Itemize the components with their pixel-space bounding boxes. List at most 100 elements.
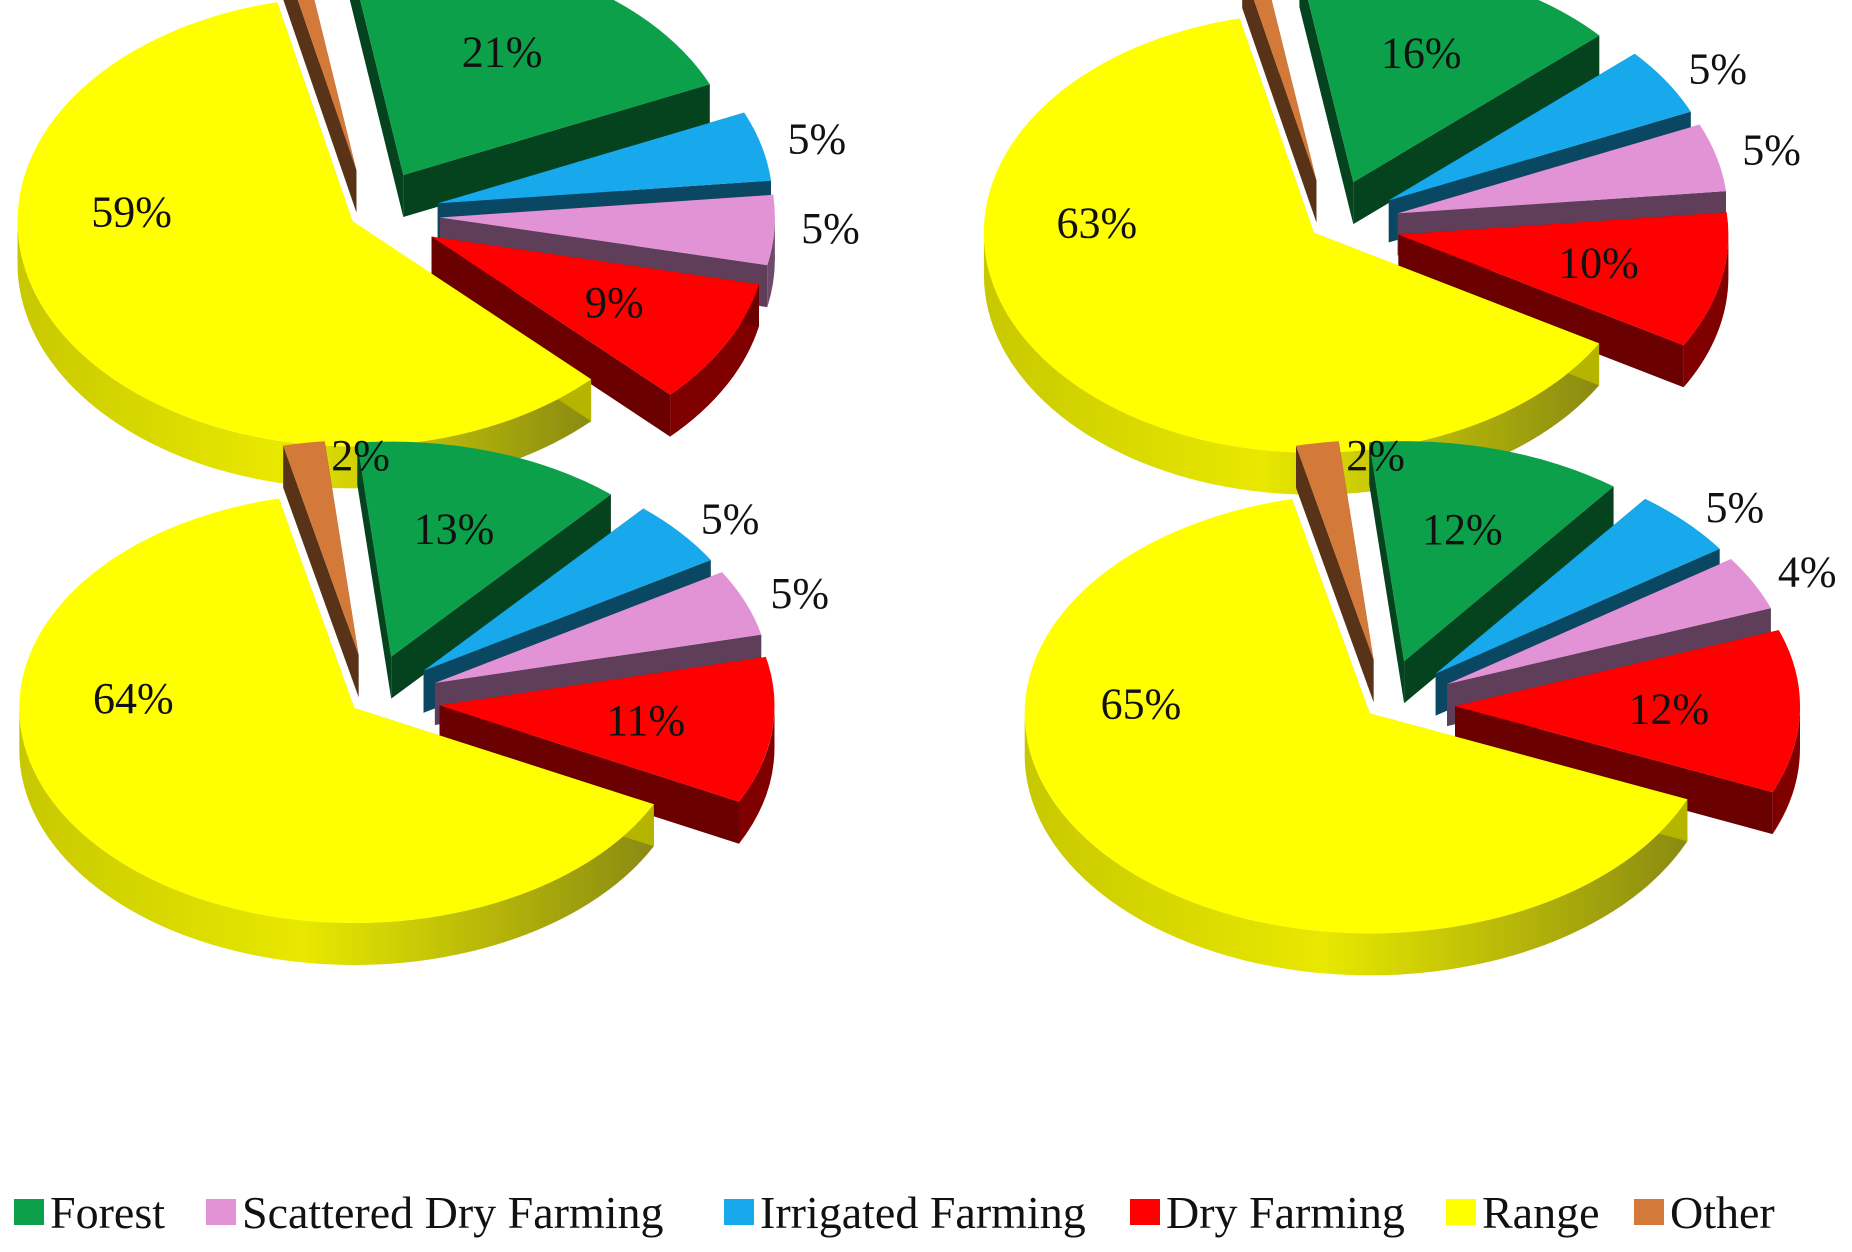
slice-wall-forest bbox=[403, 84, 710, 217]
slice-side-scattered-dry-farming bbox=[767, 217, 775, 308]
slice-dry-farming bbox=[439, 657, 775, 844]
legend-label-range: Range bbox=[1482, 1186, 1600, 1238]
legend-item-range: Range bbox=[1446, 1180, 1600, 1244]
legend-item-dry-farming: Dry Farming bbox=[1130, 1180, 1405, 1244]
pie-chart-1: 1%21%5%5%9%59% bbox=[17, 0, 860, 489]
data-label-range: 65% bbox=[1101, 679, 1182, 728]
slice-side-range bbox=[1024, 713, 1688, 976]
legend-item-other: Other bbox=[1634, 1180, 1775, 1244]
legend: Forest Scattered Dry Farming Irrigated F… bbox=[14, 1180, 1844, 1244]
slice-top-other bbox=[1253, 0, 1317, 181]
slice-forest bbox=[1369, 441, 1614, 704]
legend-label-scattered-dry-farming: Scattered Dry Farming bbox=[242, 1186, 664, 1238]
slice-other bbox=[283, 441, 359, 698]
data-label-range: 64% bbox=[93, 674, 174, 723]
slice-side-dry-farming bbox=[739, 705, 775, 844]
data-label-irrigated-farming: 5% bbox=[701, 495, 760, 544]
slice-range bbox=[983, 18, 1600, 495]
legend-label-irrigated-farming: Irrigated Farming bbox=[760, 1186, 1086, 1238]
slice-wall-dry-farming bbox=[1398, 234, 1684, 388]
slice-top-other bbox=[297, 0, 357, 171]
slice-top-other bbox=[1296, 441, 1374, 661]
slice-side-range bbox=[983, 232, 1600, 495]
slice-other bbox=[1242, 0, 1317, 223]
slice-range bbox=[19, 498, 654, 965]
slice-top-other bbox=[283, 441, 359, 656]
slice-other bbox=[283, 0, 357, 213]
slice-top-forest bbox=[1308, 0, 1600, 183]
data-label-dry-farming: 10% bbox=[1558, 238, 1639, 287]
slice-top-dry-farming bbox=[439, 657, 775, 802]
data-label-scattered-dry-farming: 5% bbox=[1742, 126, 1801, 175]
data-label-dry-farming: 9% bbox=[585, 278, 644, 327]
slice-top-scattered-dry-farming bbox=[439, 194, 775, 266]
slice-range bbox=[1024, 499, 1688, 976]
slice-wall-other bbox=[283, 0, 357, 213]
pie-chart-4: 2% 12% 5% 4% 12% 65% bbox=[1024, 431, 1837, 976]
data-label-dry-farming: 12% bbox=[1628, 684, 1709, 733]
slice-wall-forest bbox=[1353, 35, 1600, 225]
slice-wall-forest bbox=[1404, 486, 1614, 704]
slice-top-dry-farming bbox=[431, 236, 759, 395]
slice-top-range bbox=[983, 18, 1600, 453]
pie-chart-3: 2% 13% 5%5% 11% 64% bbox=[19, 431, 829, 965]
slice-top-irrigated-farming bbox=[423, 508, 711, 671]
slice-top-irrigated-farming bbox=[1435, 498, 1720, 674]
legend-item-forest: Forest bbox=[14, 1180, 165, 1244]
slice-forest bbox=[349, 0, 710, 217]
slice-side-dry-farming bbox=[1772, 706, 1800, 835]
slice-other bbox=[1296, 441, 1374, 703]
legend-swatch-range bbox=[1446, 1199, 1476, 1225]
slice-wall-forest bbox=[391, 494, 611, 699]
data-label-other: 2% bbox=[331, 431, 390, 480]
pie-chart-2: 1%16%5%5%10%63% bbox=[983, 0, 1801, 495]
slice-top-forest bbox=[357, 441, 611, 657]
legend-swatch-other bbox=[1634, 1199, 1664, 1225]
slice-top-scattered-dry-farming bbox=[1397, 124, 1726, 214]
slice-wall-forest bbox=[357, 442, 392, 699]
slice-wall-other bbox=[1296, 445, 1374, 703]
slice-side-range bbox=[19, 708, 654, 965]
slice-wall-forest bbox=[349, 0, 404, 217]
slice-top-range bbox=[17, 2, 592, 447]
data-label-scattered-dry-farming: 5% bbox=[801, 204, 860, 253]
data-label-range: 63% bbox=[1057, 199, 1138, 248]
slice-forest bbox=[357, 441, 611, 699]
slice-top-scattered-dry-farming bbox=[434, 572, 762, 683]
slice-wall-dry-farming bbox=[431, 236, 671, 437]
data-label-scattered-dry-farming: 5% bbox=[770, 569, 829, 618]
data-label-forest: 13% bbox=[414, 505, 495, 554]
legend-item-irrigated-farming: Irrigated Farming bbox=[724, 1180, 1086, 1244]
data-label-forest: 12% bbox=[1422, 505, 1503, 554]
slice-top-forest bbox=[1369, 441, 1614, 662]
data-label-irrigated-farming: 5% bbox=[788, 114, 847, 163]
slice-top-irrigated-farming bbox=[1388, 53, 1691, 201]
slice-top-range bbox=[19, 498, 654, 923]
slice-top-forest bbox=[360, 0, 710, 175]
data-label-irrigated-farming: 5% bbox=[1706, 483, 1765, 532]
slice-side-dry-farming bbox=[670, 284, 759, 437]
legend-label-forest: Forest bbox=[50, 1186, 165, 1238]
legend-item-scattered-dry-farming: Scattered Dry Farming bbox=[206, 1180, 664, 1244]
legend-swatch-irrigated-farming bbox=[724, 1199, 754, 1225]
slice-top-irrigated-farming bbox=[437, 112, 771, 204]
legend-label-dry-farming: Dry Farming bbox=[1166, 1186, 1405, 1238]
slice-wall-other bbox=[283, 445, 359, 698]
slice-top-dry-farming bbox=[1398, 212, 1729, 346]
slice-dry-farming bbox=[1455, 630, 1801, 835]
slice-top-range bbox=[1024, 499, 1688, 934]
slice-dry-farming bbox=[1398, 212, 1729, 388]
data-label-forest: 21% bbox=[462, 27, 543, 76]
slice-forest bbox=[1299, 0, 1600, 225]
data-label-forest: 16% bbox=[1381, 28, 1462, 77]
data-label-irrigated-farming: 5% bbox=[1688, 45, 1747, 94]
data-label-scattered-dry-farming: 4% bbox=[1778, 548, 1837, 597]
slice-range bbox=[17, 2, 592, 489]
slice-wall-forest bbox=[1299, 0, 1354, 225]
legend-label-other: Other bbox=[1670, 1186, 1775, 1238]
slice-wall-other bbox=[1242, 0, 1317, 223]
legend-swatch-scattered-dry-farming bbox=[206, 1199, 236, 1225]
slice-side-range bbox=[17, 221, 592, 489]
slice-side-dry-farming bbox=[1683, 234, 1729, 388]
